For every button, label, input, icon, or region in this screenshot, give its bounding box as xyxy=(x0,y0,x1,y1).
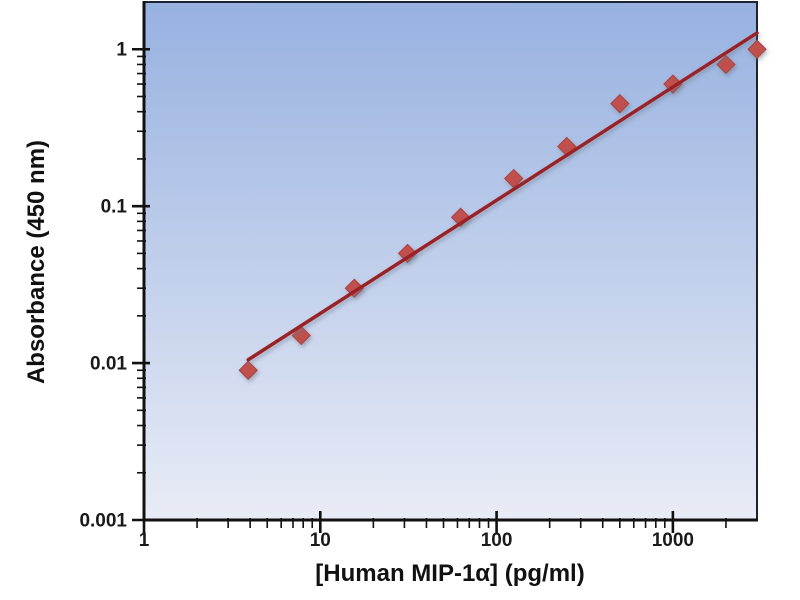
trend-line xyxy=(246,31,759,362)
x-axis-title: [Human MIP-1α] (pg/ml) xyxy=(315,560,584,587)
plot-root: 1 10 100 1000 1 0.1 0.01 0.001 xyxy=(79,1,767,551)
y-tick-label: 0.001 xyxy=(79,511,127,532)
x-tick-label: 1 xyxy=(139,530,150,551)
plot-area xyxy=(143,1,758,521)
y-tick-label: 0.1 xyxy=(101,197,128,218)
data-point xyxy=(716,54,736,75)
x-tick-label: 10 xyxy=(310,530,331,551)
y-tick-label: 1 xyxy=(116,40,127,61)
y-axis-title: Absorbance (450 nm) xyxy=(23,140,50,384)
x-tick-label: 100 xyxy=(481,530,513,551)
x-tick-label: 1000 xyxy=(652,530,694,551)
data-point xyxy=(610,93,630,114)
data-point xyxy=(747,39,767,59)
data-point xyxy=(291,325,311,346)
y-tick-label: 0.01 xyxy=(90,354,127,375)
data-point xyxy=(238,360,258,380)
data-point xyxy=(397,243,418,264)
data-point xyxy=(344,278,365,298)
